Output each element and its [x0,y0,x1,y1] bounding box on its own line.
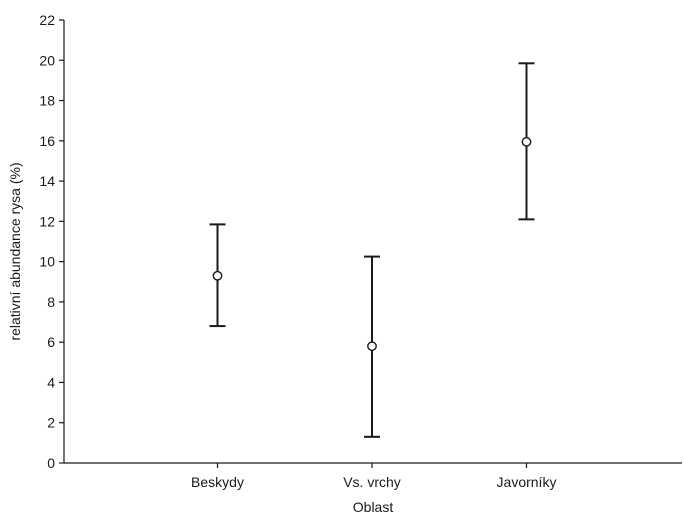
y-tick-label-0: 0 [47,455,55,471]
mean-point [367,341,377,352]
y-tick-label-2: 2 [47,415,55,431]
y-tick-label-12: 12 [39,213,55,229]
error-bar-2 [518,62,535,221]
y-tick-label-8: 8 [47,294,55,310]
mean-point [521,136,532,147]
mean-point [212,270,223,281]
y-tick-label-20: 20 [39,52,55,68]
y-tick-label-6: 6 [47,334,55,350]
y-tick-label-22: 22 [39,12,55,28]
x-axis-ticks: Beskydy Vs. vrchy Javorníky [191,463,556,490]
x-axis-title: Oblast [353,499,394,515]
y-tick-label-16: 16 [39,133,55,149]
x-tick-label-2: Javorníky [497,474,557,490]
y-tick-label-4: 4 [47,374,55,390]
y-tick-label-18: 18 [39,93,55,109]
y-tick-label-10: 10 [39,254,55,270]
y-axis-title: relativní abundance rysa (%) [7,162,23,340]
error-bar-0 [209,223,226,328]
x-tick-label-1: Vs. vrchy [343,474,401,490]
error-bar-1 [364,255,380,438]
error-bar-points [209,62,535,438]
y-axis-ticks: 0 2 4 6 8 10 12 14 16 18 20 22 [39,12,64,471]
x-tick-label-0: Beskydy [191,474,244,490]
y-tick-label-14: 14 [39,173,55,189]
